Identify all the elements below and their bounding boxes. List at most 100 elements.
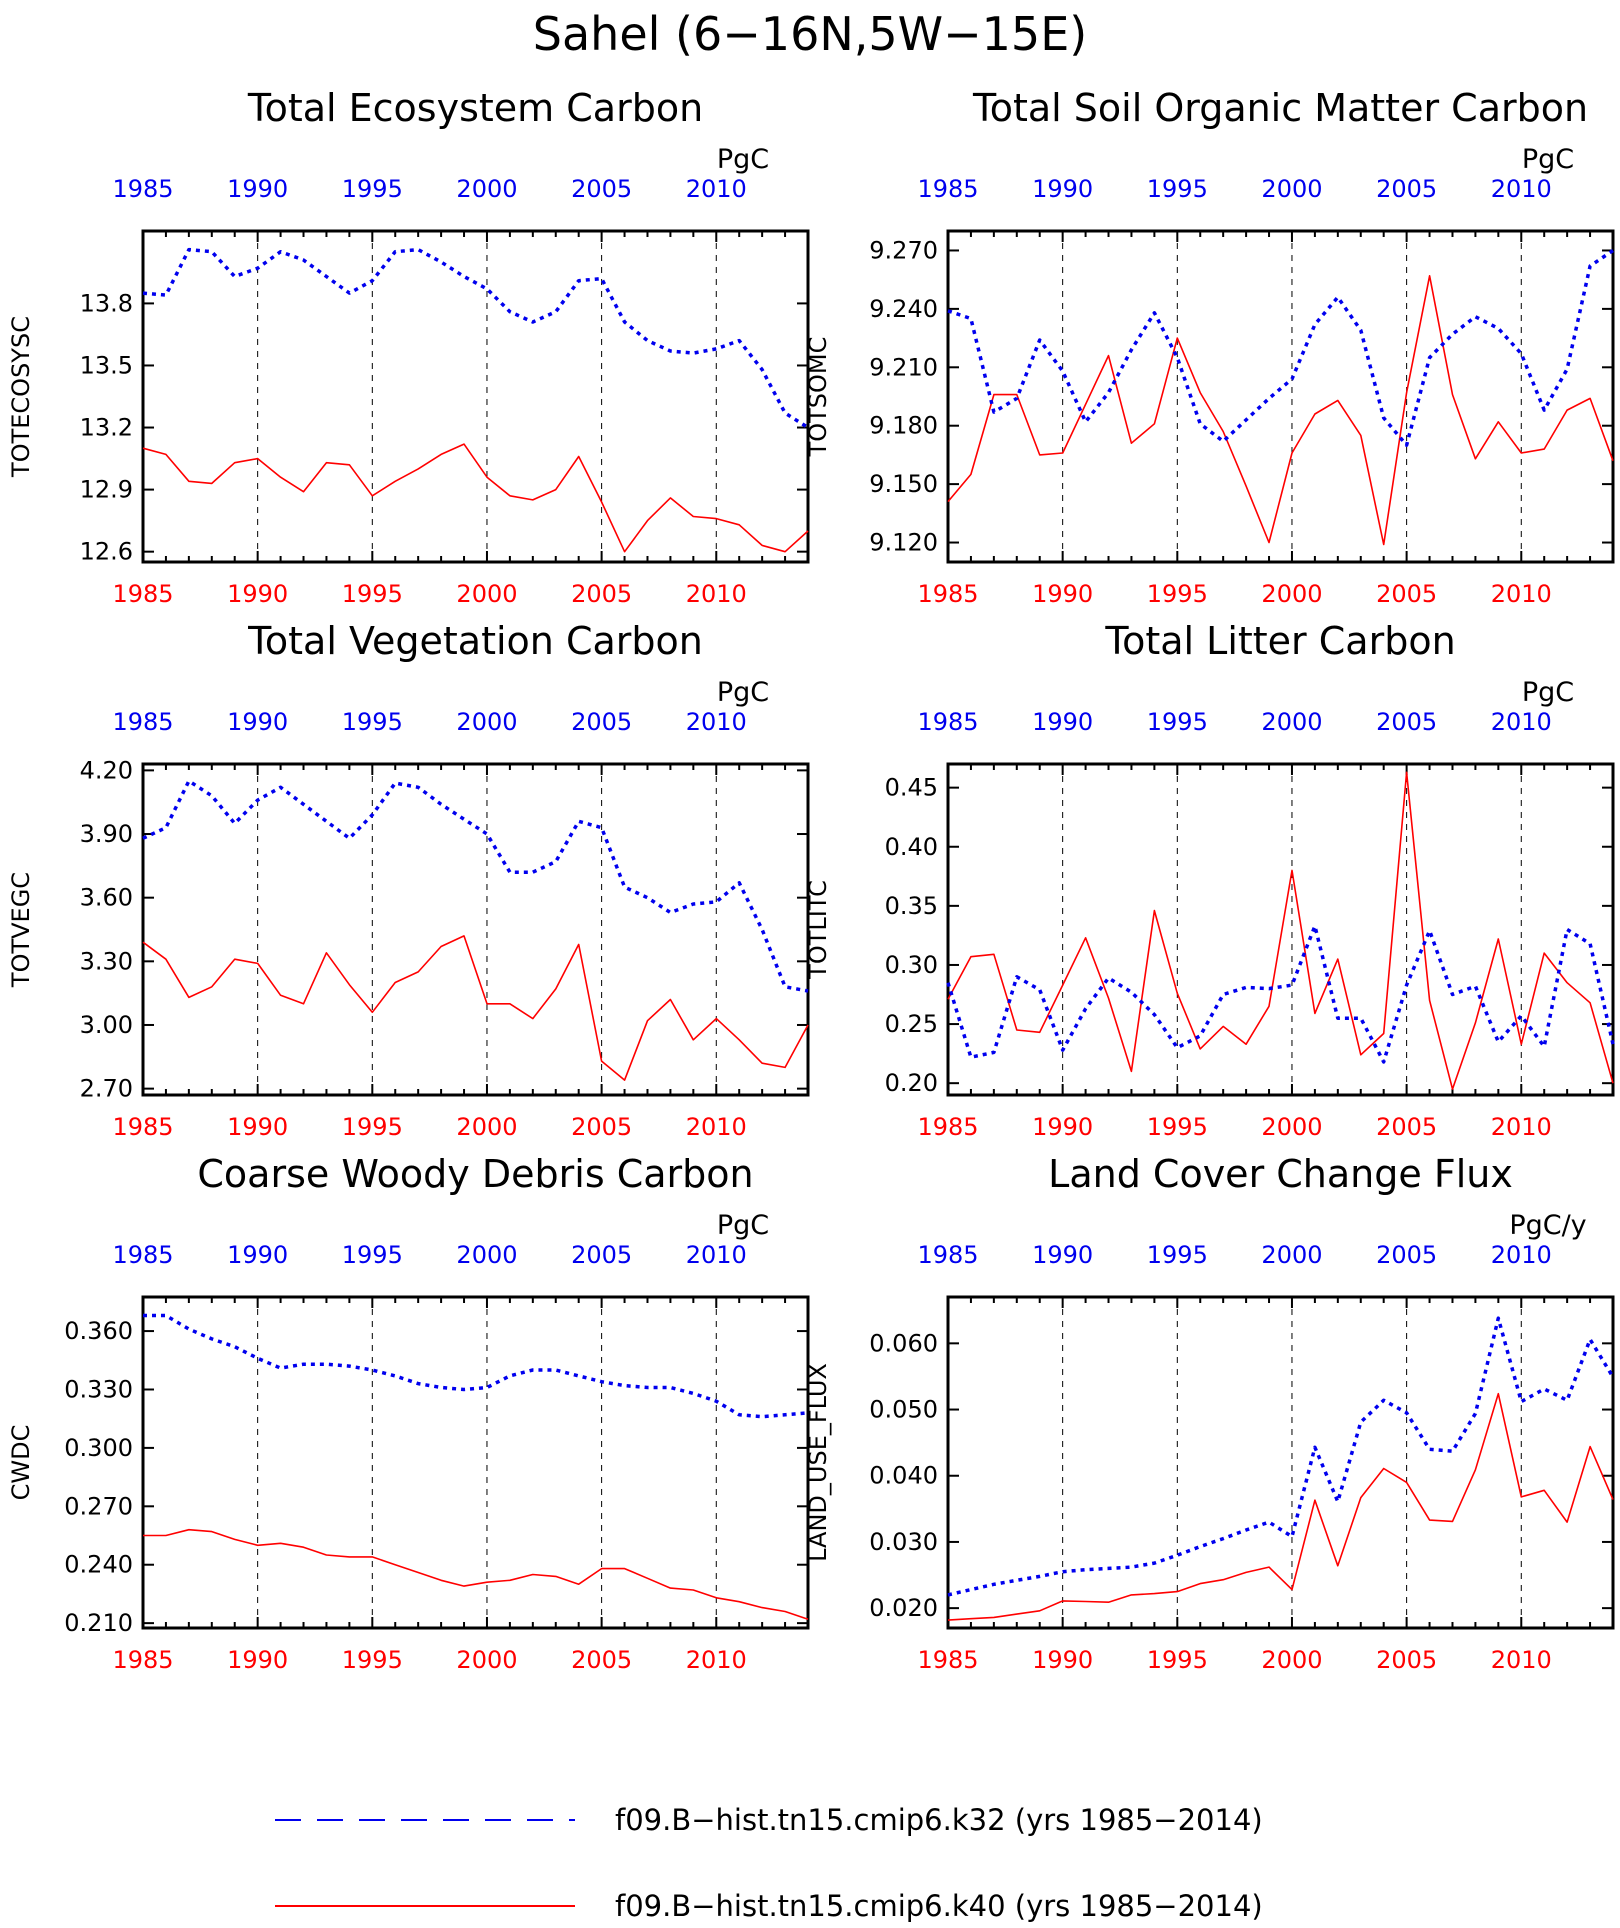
x-tick-label-top: 1985 — [112, 708, 173, 736]
y-axis-label: CWDC — [7, 1425, 35, 1501]
x-tick-label-bottom: 1990 — [1032, 1113, 1093, 1141]
x-tick-label-top: 2000 — [1261, 708, 1322, 736]
plot-frame — [946, 762, 1615, 1097]
plot-frame — [141, 229, 810, 564]
panel-units: PgC — [717, 144, 769, 175]
panel-4: Total Litter Carbon PgC 1985 1985 1990 1990 19… — [804, 619, 1615, 1141]
series-line-k32 — [142, 779, 809, 993]
y-tick-label: 9.270 — [869, 236, 938, 264]
x-tick-label-top: 1985 — [917, 1241, 978, 1269]
plot-frame — [141, 1295, 810, 1630]
x-tick-label-top: 2000 — [1261, 175, 1322, 203]
y-tick-label: 0.030 — [869, 1528, 938, 1556]
series-line-k32 — [947, 249, 1614, 447]
series-line-k40 — [947, 274, 1614, 546]
y-tick-label: 4.20 — [80, 756, 133, 784]
panel-3: Total Vegetation Carbon PgC 1985 1985 1990 19… — [7, 619, 810, 1141]
x-tick-label-top: 1995 — [342, 708, 403, 736]
plot-frame — [946, 229, 1615, 564]
y-axis-label: TOTECOSYSC — [7, 316, 35, 478]
panel-title: Total Vegetation Carbon — [247, 619, 703, 663]
y-axis-label: TOTVEGC — [7, 872, 35, 988]
x-tick-label-bottom: 1990 — [227, 580, 288, 608]
x-tick-label-top: 1985 — [917, 708, 978, 736]
x-tick-label-bottom: 2005 — [571, 1113, 632, 1141]
x-tick-label-top: 2005 — [1376, 175, 1437, 203]
y-tick-label: 0.040 — [869, 1462, 938, 1490]
panel-title: Total Soil Organic Matter Carbon — [972, 86, 1588, 130]
x-tick-label-top: 2005 — [571, 708, 632, 736]
legend: f09.B−hist.tn15.cmip6.k32 (yrs 1985−2014… — [275, 1803, 1263, 1923]
y-tick-label: 0.45 — [885, 774, 938, 802]
x-tick-label-top: 1995 — [1147, 1241, 1208, 1269]
panel-units: PgC — [1522, 677, 1574, 708]
x-tick-label-bottom: 1995 — [342, 580, 403, 608]
x-tick-label-top: 2000 — [1261, 1241, 1322, 1269]
series-line-k40 — [143, 1528, 809, 1620]
x-tick-label-top: 1995 — [342, 1241, 403, 1269]
x-tick-label-bottom: 2000 — [1261, 1113, 1322, 1141]
x-tick-label-bottom: 2010 — [686, 1646, 747, 1674]
x-tick-label-bottom: 2010 — [1491, 1113, 1552, 1141]
x-tick-label-bottom: 1990 — [1032, 1646, 1093, 1674]
panels: Total Ecosystem Carbon PgC 1985 1985 1990 199… — [7, 86, 1615, 1674]
legend-k32-label: f09.B−hist.tn15.cmip6.k32 (yrs 1985−2014… — [615, 1803, 1263, 1837]
x-tick-label-bottom: 2005 — [571, 580, 632, 608]
y-tick-label: 3.00 — [80, 1011, 133, 1039]
x-tick-label-bottom: 1985 — [112, 1113, 173, 1141]
x-tick-label-bottom: 1995 — [1147, 1113, 1208, 1141]
panel-units: PgC — [1522, 144, 1574, 175]
series-line-k32 — [143, 1313, 809, 1419]
panel-units: PgC — [717, 677, 769, 708]
x-tick-label-bottom: 1995 — [342, 1646, 403, 1674]
y-tick-label: 0.240 — [64, 1551, 133, 1579]
y-tick-label: 0.060 — [869, 1329, 938, 1357]
y-tick-label: 3.60 — [80, 884, 133, 912]
x-tick-label-top: 1990 — [1032, 175, 1093, 203]
x-tick-label-bottom: 2005 — [571, 1646, 632, 1674]
y-tick-label: 0.020 — [869, 1594, 938, 1622]
x-tick-label-top: 2000 — [456, 175, 517, 203]
x-tick-label-top: 1995 — [1147, 175, 1208, 203]
x-tick-label-top: 2010 — [686, 175, 747, 203]
y-tick-label: 0.40 — [885, 833, 938, 861]
x-tick-label-bottom: 2010 — [686, 580, 747, 608]
x-tick-label-top: 2005 — [1376, 1241, 1437, 1269]
x-tick-label-top: 2005 — [571, 1241, 632, 1269]
y-tick-label: 0.210 — [64, 1609, 133, 1637]
x-tick-label-top: 1995 — [342, 175, 403, 203]
x-tick-label-bottom: 2005 — [1376, 1113, 1437, 1141]
series-line-k32 — [946, 924, 1615, 1064]
series-line-k32 — [947, 1316, 1615, 1597]
x-tick-label-bottom: 2000 — [1261, 1646, 1322, 1674]
x-tick-label-bottom: 2000 — [456, 580, 517, 608]
x-tick-label-bottom: 1985 — [917, 580, 978, 608]
x-tick-label-top: 2000 — [456, 1241, 517, 1269]
x-tick-label-top: 1990 — [1032, 708, 1093, 736]
x-tick-label-bottom: 2000 — [456, 1113, 517, 1141]
y-tick-label: 0.30 — [885, 951, 938, 979]
x-tick-label-top: 1995 — [1147, 708, 1208, 736]
series-line-k40 — [142, 935, 809, 1081]
series-line-k40 — [947, 1392, 1614, 1621]
y-axis-label: LAND_USE_FLUX — [804, 1363, 832, 1562]
y-axis-label: TOTSOMC — [804, 337, 832, 458]
x-tick-label-top: 1990 — [227, 175, 288, 203]
x-tick-label-bottom: 1995 — [342, 1113, 403, 1141]
y-tick-label: 0.360 — [64, 1317, 133, 1345]
x-tick-label-bottom: 2010 — [1491, 1646, 1552, 1674]
x-tick-label-bottom: 2000 — [456, 1646, 517, 1674]
x-tick-label-bottom: 1990 — [227, 1113, 288, 1141]
x-tick-label-top: 1985 — [112, 175, 173, 203]
x-tick-label-bottom: 2000 — [1261, 580, 1322, 608]
panel-title: Total Litter Carbon — [1104, 619, 1455, 663]
panel-units: PgC/y — [1509, 1210, 1586, 1241]
x-tick-label-top: 2005 — [571, 175, 632, 203]
legend-k40-label: f09.B−hist.tn15.cmip6.k40 (yrs 1985−2014… — [615, 1889, 1263, 1923]
x-tick-label-bottom: 1985 — [112, 1646, 173, 1674]
y-tick-label: 9.180 — [869, 412, 938, 440]
y-axis-label: TOTLITC — [804, 880, 832, 980]
x-tick-label-bottom: 2005 — [1376, 580, 1437, 608]
x-tick-label-bottom: 1985 — [917, 1646, 978, 1674]
x-tick-label-bottom: 1985 — [112, 580, 173, 608]
